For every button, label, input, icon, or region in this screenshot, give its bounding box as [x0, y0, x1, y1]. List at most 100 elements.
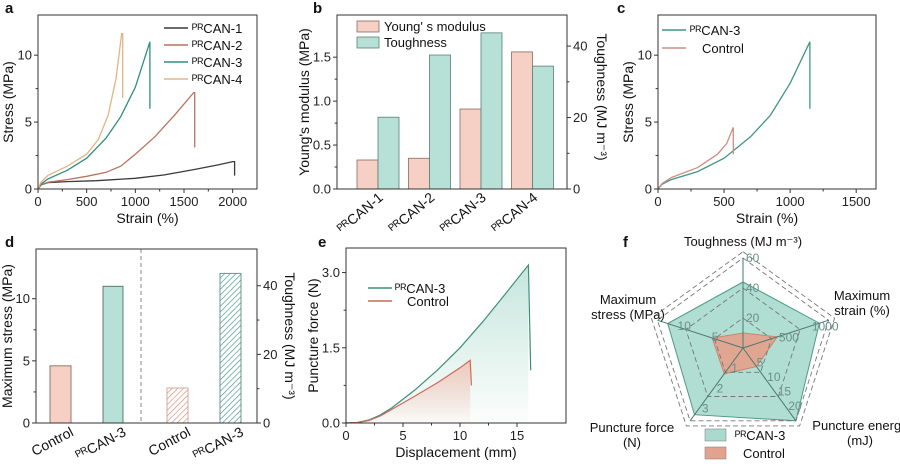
y-axis-label: Stress (MPa)	[0, 61, 16, 143]
y-tick-label: 3.0	[322, 265, 340, 280]
legend-label: ᴾᴿCAN-3	[690, 23, 740, 38]
x-category-label: Control	[29, 424, 76, 459]
plot-frame	[336, 14, 568, 190]
x-tick-label: 0	[342, 428, 349, 443]
legend-label: ᴾᴿCAN-2	[192, 38, 242, 53]
series-line	[37, 33, 124, 190]
panel-letter: c	[617, 0, 625, 17]
radar-grid	[656, 257, 830, 422]
series-area	[346, 265, 529, 423]
x-tick-label: 0	[34, 194, 41, 209]
plot-frame	[345, 247, 567, 424]
radar-tick-label: 1	[731, 361, 738, 375]
plot-frame	[657, 14, 877, 190]
x-axis-label: Strain (%)	[736, 210, 798, 226]
y-axis-label: Stress (MPa)	[620, 61, 636, 143]
radar-tick-label: 5	[712, 330, 719, 344]
radar-axis	[742, 347, 797, 422]
bar	[356, 159, 379, 190]
radar-tick-label: 500	[779, 330, 799, 344]
plot-frame	[35, 248, 258, 424]
radar-axis-label: Puncture force	[590, 420, 675, 435]
radar-axis-label: Toughness (MJ m⁻³)	[684, 234, 802, 249]
y-tick-label: 10	[638, 48, 652, 63]
y-tick-label: 0	[573, 182, 580, 197]
legend-swatch	[356, 20, 380, 33]
plot-frame	[37, 14, 258, 190]
series-line	[37, 41, 151, 190]
radar-axis	[657, 319, 744, 349]
y-tick-label: 1.5	[322, 340, 340, 355]
x-category-label: ᴾᴿCAN-3	[437, 189, 489, 236]
x-axis-label: Strain (%)	[116, 210, 178, 226]
radar-axis-label: (mJ)	[847, 433, 873, 448]
x-tick-label: 1500	[842, 194, 871, 209]
legend: ᴾᴿCAN-3 Control	[662, 23, 744, 56]
y-tick-label: 0	[263, 416, 270, 431]
y-axis-label: Toughness (MJ m⁻³)	[282, 272, 298, 399]
x-category-label: ᴾᴿCAN-2	[386, 189, 438, 236]
legend-label: ᴾᴿCAN-3	[395, 281, 445, 296]
y-tick-label: 40	[263, 278, 277, 293]
y-tick-label: 0	[23, 416, 30, 431]
y-axis-label: Toughness (MJ m⁻³)	[594, 33, 610, 160]
radar-tick-label: 20	[746, 311, 760, 325]
bar	[429, 54, 451, 190]
x-tick-label: 5	[399, 428, 406, 443]
x-tick-label: 1000	[121, 194, 150, 209]
radar-tick-label: 2	[717, 381, 724, 395]
legend-label: Young' s modulus	[384, 19, 486, 34]
x-tick-label: 500	[713, 194, 735, 209]
radar-tick-label: 20	[788, 399, 802, 413]
y-tick-label: 5	[25, 115, 32, 130]
y-tick-label: 5	[645, 115, 652, 130]
legend-swatch	[356, 36, 380, 49]
legend-label: ᴾᴿCAN-3	[735, 428, 785, 443]
bar	[377, 116, 400, 190]
legend-label: Toughness	[384, 35, 447, 50]
x-category-label: ᴾᴿCAN-3	[191, 423, 247, 463]
radar-tick-label: 3	[702, 402, 709, 416]
x-category-label: ᴾᴿCAN-4	[489, 189, 541, 236]
radar-axis-label: strain (%)	[834, 303, 890, 318]
series-line	[657, 127, 734, 190]
panel-letter: e	[318, 234, 326, 251]
bar	[459, 108, 482, 190]
legend-label: Control	[702, 41, 744, 56]
x-tick-label: 1000	[776, 194, 805, 209]
radar-axis	[742, 319, 829, 349]
radar-grid	[650, 251, 836, 427]
x-tick-label: 500	[76, 194, 98, 209]
legend-swatch	[704, 446, 727, 460]
x-category-label: Control	[146, 424, 193, 459]
radar-tick-label: 60	[746, 251, 760, 265]
panel-letter: b	[313, 0, 322, 17]
bar	[532, 65, 554, 190]
bar	[480, 32, 503, 190]
x-tick-label: 10	[453, 428, 467, 443]
series-line	[37, 91, 196, 190]
legend-label: ᴾᴿCAN-1	[192, 21, 242, 36]
radar-tick-label: 5	[757, 356, 764, 370]
y-tick-label: 0.0	[313, 182, 331, 197]
y-tick-label: 0	[645, 182, 652, 197]
panel-b: ᴾᴿCAN-1 ᴾᴿCAN-2 ᴾᴿCAN-3 ᴾᴿCAN-4 0.0 0.5 1.0 1.5…	[296, 14, 610, 236]
radar-axis-label: (N)	[623, 435, 641, 450]
x-tick-label: 15	[510, 428, 524, 443]
radar-tick-label: 10	[678, 319, 692, 333]
y-axis-label: Young's modulus (MPa)	[296, 28, 312, 176]
radar-tick-label: 15	[778, 385, 792, 399]
radar-axis-label: Puncture energy	[812, 418, 900, 433]
y-tick-label: 20	[573, 110, 587, 125]
radar-axis-label: stress (MPa)	[591, 307, 665, 322]
radar-grid	[713, 317, 773, 373]
y-axis-label: Maximum stress (MPa)	[0, 264, 15, 408]
legend-swatch	[704, 428, 727, 442]
y-axis-label: Puncture force (N)	[305, 278, 321, 392]
panel-letter: d	[5, 234, 14, 251]
legend-label: ᴾᴿCAN-4	[192, 72, 242, 87]
